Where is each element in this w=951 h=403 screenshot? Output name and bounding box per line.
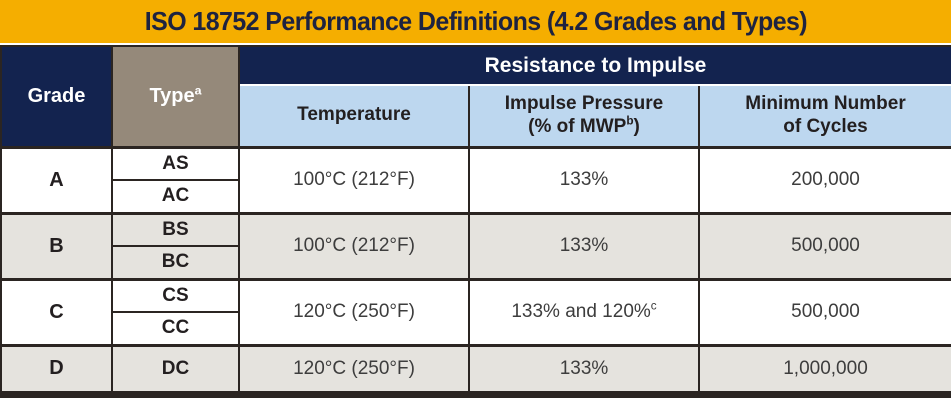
temperature-cell: 120°C (250°F)	[238, 277, 470, 346]
footnote-b-marker: b	[626, 114, 634, 128]
type-cell: CS	[111, 277, 240, 313]
footnote-a-marker: a	[194, 83, 202, 98]
resistance-header-label: Resistance to Impulse	[484, 53, 707, 77]
cycles-cell: 500,000	[698, 277, 951, 346]
table-row: B BS 100°C (212°F) 133% 500,000	[0, 211, 951, 280]
temperature-cell: 120°C (250°F)	[238, 343, 470, 393]
cycles-cell: 1,000,000	[698, 343, 951, 393]
resistance-header-cell: Resistance to Impulse	[238, 45, 951, 86]
type-header-cell: Typea	[111, 45, 240, 148]
grade-header-label: Grade	[27, 84, 86, 107]
impulse-cell: 133%	[468, 343, 700, 393]
type-cell: DC	[111, 343, 240, 393]
impulse-pressure-header-cell: Impulse Pressure (% of MWPb)	[468, 84, 700, 148]
header-row-top: Grade Typea Resistance to Impulse	[0, 45, 951, 148]
title-bar: ISO 18752 Performance Definitions (4.2 G…	[0, 0, 951, 45]
type-cell: AS	[111, 145, 240, 181]
temperature-cell: 100°C (212°F)	[238, 211, 470, 280]
table-row: D DC 120°C (250°F) 133% 1,000,000	[0, 343, 951, 393]
grade-cell: B	[0, 211, 113, 280]
impulse-cell: 133%	[468, 145, 700, 214]
cycles-cell: 200,000	[698, 145, 951, 214]
cycles-cell: 500,000	[698, 211, 951, 280]
type-cell: BS	[111, 211, 240, 247]
temperature-header-cell: Temperature	[238, 84, 470, 148]
grade-cell: D	[0, 343, 113, 393]
temperature-cell: 100°C (212°F)	[238, 145, 470, 214]
table-row: A AS 100°C (212°F) 133% 200,000	[0, 145, 951, 214]
temperature-header-label: Temperature	[297, 104, 411, 126]
impulse-cell: 133% and 120%c	[468, 277, 700, 346]
type-cell: CC	[111, 311, 240, 346]
type-cell: BC	[111, 245, 240, 280]
type-cell: AC	[111, 179, 240, 214]
impulse-cell: 133%	[468, 211, 700, 280]
grade-header-cell: Grade	[0, 45, 113, 148]
type-header-label: Type	[149, 84, 195, 107]
grade-cell: C	[0, 277, 113, 346]
footnote-c-marker: c	[650, 299, 657, 313]
performance-table: Grade Typea Resistance to Impulse Temper…	[0, 45, 951, 393]
bottom-rule	[0, 393, 951, 399]
header-row-sub: Temperature Impulse Pressure (% of MWPb)…	[1, 84, 951, 148]
page-title: ISO 18752 Performance Definitions (4.2 G…	[144, 6, 807, 36]
table-row: C CS 120°C (250°F) 133% and 120%c 500,00…	[0, 277, 951, 346]
grade-cell: A	[0, 145, 113, 214]
min-cycles-header-cell: Minimum Number of Cycles	[698, 84, 951, 148]
